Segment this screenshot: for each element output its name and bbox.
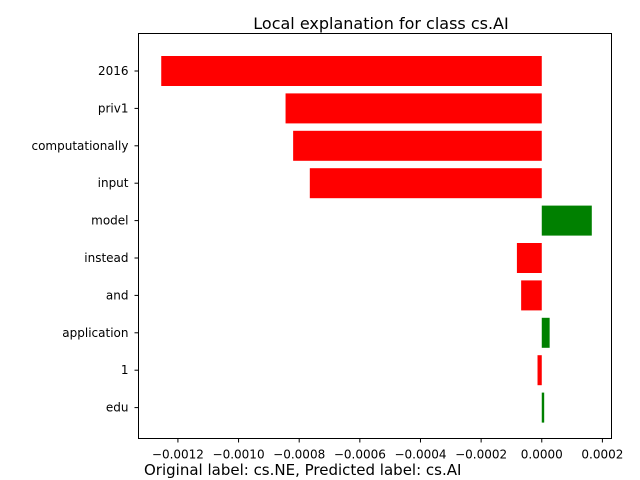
x-tick-label: −0.0006 [334,448,386,462]
chart-title: Local explanation for class cs.AI [253,14,508,33]
x-tick-label: −0.0008 [273,448,325,462]
y-tick-label: 2016 [98,64,129,78]
x-tick-label: −0.0002 [455,448,507,462]
bar-priv1 [285,93,542,124]
x-axis-ticks: −0.0012 −0.0010 −0.0008 −0.0006 −0.0004 −0.00… [152,438,623,462]
x-tick-label: −0.0004 [394,448,446,462]
bar-1 [537,355,542,386]
y-tick-label: instead [84,251,128,265]
y-tick-label: and [106,288,129,302]
bar-input [309,168,542,199]
bar-application [541,317,550,348]
footer-label: Original label: cs.NE, Predicted label: … [144,461,461,479]
bar-2016 [161,56,542,86]
y-axis-ticks: 2016 priv1 computationally input model instea… [31,64,139,415]
bars-group [161,56,592,423]
plot-frame [138,33,612,439]
y-tick-label: computationally [31,139,128,153]
bar-model [541,205,592,236]
bar-instead [516,243,542,273]
x-tick-label: 0.0002 [581,448,623,462]
y-tick-label: priv1 [98,101,129,115]
y-tick-label: model [91,214,128,228]
x-tick-label: 0.0000 [521,448,563,462]
x-tick-label: −0.0010 [213,448,265,462]
y-tick-label: input [98,176,129,190]
x-tick-label: −0.0012 [152,448,204,462]
y-tick-label: 1 [121,363,129,377]
bar-edu [541,392,545,423]
bar-computationally [293,130,542,161]
y-tick-label: application [62,326,128,340]
bar-and [521,280,542,311]
y-tick-label: edu [106,401,129,415]
